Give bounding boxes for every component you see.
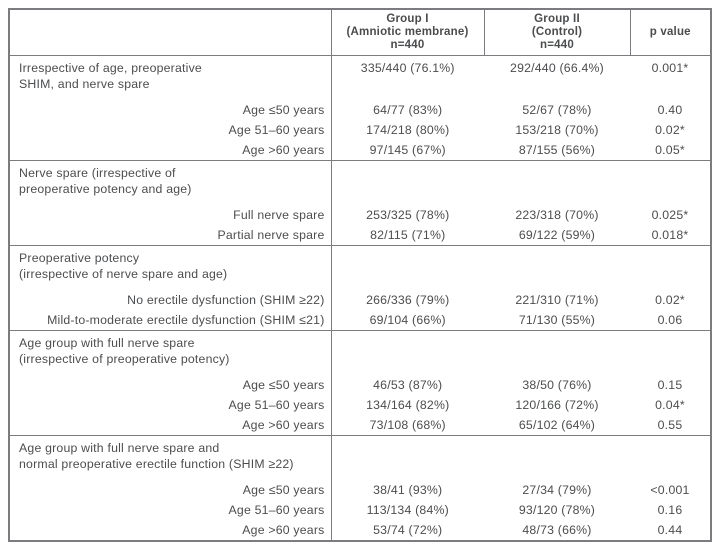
- section-nerve-spare: Nerve spare (irrespective of preoperativ…: [9, 160, 711, 246]
- section-header-row: Preoperative potency (irrespective of ne…: [9, 245, 711, 291]
- group1-value-cell: 134/164 (82%): [366, 398, 450, 412]
- table-row: Full nerve spare 253/325 (78%) 223/318 (…: [9, 205, 711, 225]
- table-row: Age >60 years 53/74 (72%) 48/73 (66%) 0.…: [9, 520, 711, 541]
- section-label: Nerve spare (irrespective of preoperativ…: [9, 160, 332, 205]
- group2-value-cell: 87/155 (56%): [518, 143, 596, 157]
- header-pvalue-cell: p value: [629, 8, 712, 56]
- row-label-cell: Age >60 years: [9, 415, 332, 436]
- section-label: Irrespective of age, preoperative SHIM, …: [9, 55, 332, 100]
- table-row: Age >60 years 97/145 (67%) 87/155 (56%) …: [9, 140, 711, 161]
- table-header: Group I (Amniotic membrane) n=440 Group …: [8, 8, 712, 56]
- results-table: Group I (Amniotic membrane) n=440 Group …: [8, 8, 712, 542]
- pvalue-cell: 0.40: [657, 103, 683, 117]
- pvalue-cell: 0.15: [657, 378, 683, 392]
- section-label: Age group with full nerve spare and norm…: [9, 435, 332, 480]
- group2-value-cell: 292/440 (66.4%): [510, 61, 604, 75]
- group1-value-cell: 113/134 (84%): [366, 503, 449, 517]
- pvalue-cell: 0.44: [657, 523, 683, 537]
- table-row: Age 51–60 years 113/134 (84%) 93/120 (78…: [9, 500, 711, 520]
- pvalue-cell: <0.001: [650, 483, 690, 497]
- row-label-cell: Partial nerve spare: [9, 225, 332, 246]
- group2-value-cell: 69/122 (59%): [518, 228, 596, 242]
- pvalue-cell: 0.05*: [655, 143, 685, 157]
- table-row: Mild-to-moderate erectile dysfunction (S…: [9, 310, 711, 331]
- empty-cell: [331, 161, 711, 206]
- table-row: Age >60 years 73/108 (68%) 65/102 (64%) …: [9, 415, 711, 436]
- pvalue-cell: 0.16: [657, 503, 683, 517]
- pvalue-cell: 0.06: [657, 313, 683, 327]
- row-label-cell: Age >60 years: [9, 140, 332, 161]
- group1-value-cell: 335/440 (76.1%): [360, 61, 455, 75]
- group1-value-cell: 174/218 (80%): [366, 123, 450, 137]
- group1-value-cell: 253/325 (78%): [366, 208, 450, 222]
- row-label-cell: Age ≤50 years: [9, 100, 332, 120]
- pvalue-cell: 0.02*: [655, 293, 685, 307]
- pvalue-cell: 0.04*: [655, 398, 685, 412]
- row-label-cell: Age ≤50 years: [9, 375, 332, 395]
- section-label: Age group with full nerve spare (irrespe…: [9, 330, 332, 375]
- pvalue-cell: 0.55: [657, 418, 683, 432]
- section-irrespective-overall: Irrespective of age, preoperative SHIM, …: [9, 55, 711, 161]
- group1-value-cell: 266/336 (79%): [366, 293, 450, 307]
- section-age-group-full-nerve-spare-normal-function: Age group with full nerve spare and norm…: [9, 435, 711, 541]
- section-header-row: Age group with full nerve spare (irrespe…: [9, 330, 711, 376]
- group2-value-cell: 52/67 (78%): [522, 103, 592, 117]
- pvalue-cell: 0.025*: [651, 208, 689, 222]
- section-header-row: Irrespective of age, preoperative SHIM, …: [9, 55, 711, 100]
- section-preoperative-potency: Preoperative potency (irrespective of ne…: [9, 245, 711, 331]
- section-label: Preoperative potency (irrespective of ne…: [9, 245, 332, 290]
- row-label-cell: Age 51–60 years: [9, 500, 332, 520]
- group1-value-cell: 46/53 (87%): [373, 378, 443, 392]
- row-label-cell: Age >60 years: [9, 520, 332, 541]
- group2-value-cell: 221/310 (71%): [515, 293, 599, 307]
- group1-value-cell: 73/108 (68%): [369, 418, 446, 432]
- row-label-cell: Mild-to-moderate erectile dysfunction (S…: [9, 310, 332, 331]
- group2-value-cell: 27/34 (79%): [522, 483, 592, 497]
- group2-value-cell: 153/218 (70%): [515, 123, 599, 137]
- row-label-cell: Age ≤50 years: [9, 480, 332, 500]
- group1-value-cell: 97/145 (67%): [369, 143, 446, 157]
- group2-value-cell: 93/120 (78%): [518, 503, 596, 517]
- group2-value-cell: 38/50 (76%): [522, 378, 592, 392]
- empty-cell: [331, 246, 711, 291]
- table-row: Partial nerve spare 82/115 (71%) 69/122 …: [9, 225, 711, 246]
- table-row: Age ≤50 years 46/53 (87%) 38/50 (76%) 0.…: [9, 375, 711, 395]
- header-empty-cell: [8, 8, 332, 56]
- group1-value-cell: 64/77 (83%): [373, 103, 443, 117]
- group2-value-cell: 71/130 (55%): [518, 313, 596, 327]
- header-group1-cell: Group I (Amniotic membrane) n=440: [330, 8, 485, 56]
- section-header-row: Age group with full nerve spare and norm…: [9, 435, 711, 481]
- section-header-row: Nerve spare (irrespective of preoperativ…: [9, 160, 711, 206]
- table-row: Age ≤50 years 38/41 (93%) 27/34 (79%) <0…: [9, 480, 711, 500]
- group1-value-cell: 38/41 (93%): [373, 483, 443, 497]
- group1-value-cell: 69/104 (66%): [369, 313, 446, 327]
- table-row: Age 51–60 years 174/218 (80%) 153/218 (7…: [9, 120, 711, 140]
- group1-value-cell: 53/74 (72%): [373, 523, 443, 537]
- group1-value-cell: 82/115 (71%): [370, 228, 446, 242]
- group2-value-cell: 120/166 (72%): [515, 398, 599, 412]
- header-row: Group I (Amniotic membrane) n=440 Group …: [8, 8, 712, 56]
- pvalue-cell: 0.001*: [651, 61, 689, 75]
- empty-cell: [331, 436, 711, 481]
- table-row: No erectile dysfunction (SHIM ≥22) 266/3…: [9, 290, 711, 310]
- pvalue-cell: 0.02*: [655, 123, 685, 137]
- row-label-cell: No erectile dysfunction (SHIM ≥22): [9, 290, 332, 310]
- section-age-group-full-nerve-spare: Age group with full nerve spare (irrespe…: [9, 330, 711, 436]
- group2-value-cell: 48/73 (66%): [522, 523, 592, 537]
- table-row: Age 51–60 years 134/164 (82%) 120/166 (7…: [9, 395, 711, 415]
- group2-value-cell: 65/102 (64%): [518, 418, 596, 432]
- table-row: Age ≤50 years 64/77 (83%) 52/67 (78%) 0.…: [9, 100, 711, 120]
- header-group2-cell: Group II (Control) n=440: [483, 8, 631, 56]
- pvalue-cell: 0.018*: [651, 228, 689, 242]
- empty-cell: [331, 331, 711, 376]
- row-label-cell: Age 51–60 years: [9, 395, 332, 415]
- group2-value-cell: 223/318 (70%): [515, 208, 599, 222]
- row-label-cell: Full nerve spare: [9, 205, 332, 225]
- row-label-cell: Age 51–60 years: [9, 120, 332, 140]
